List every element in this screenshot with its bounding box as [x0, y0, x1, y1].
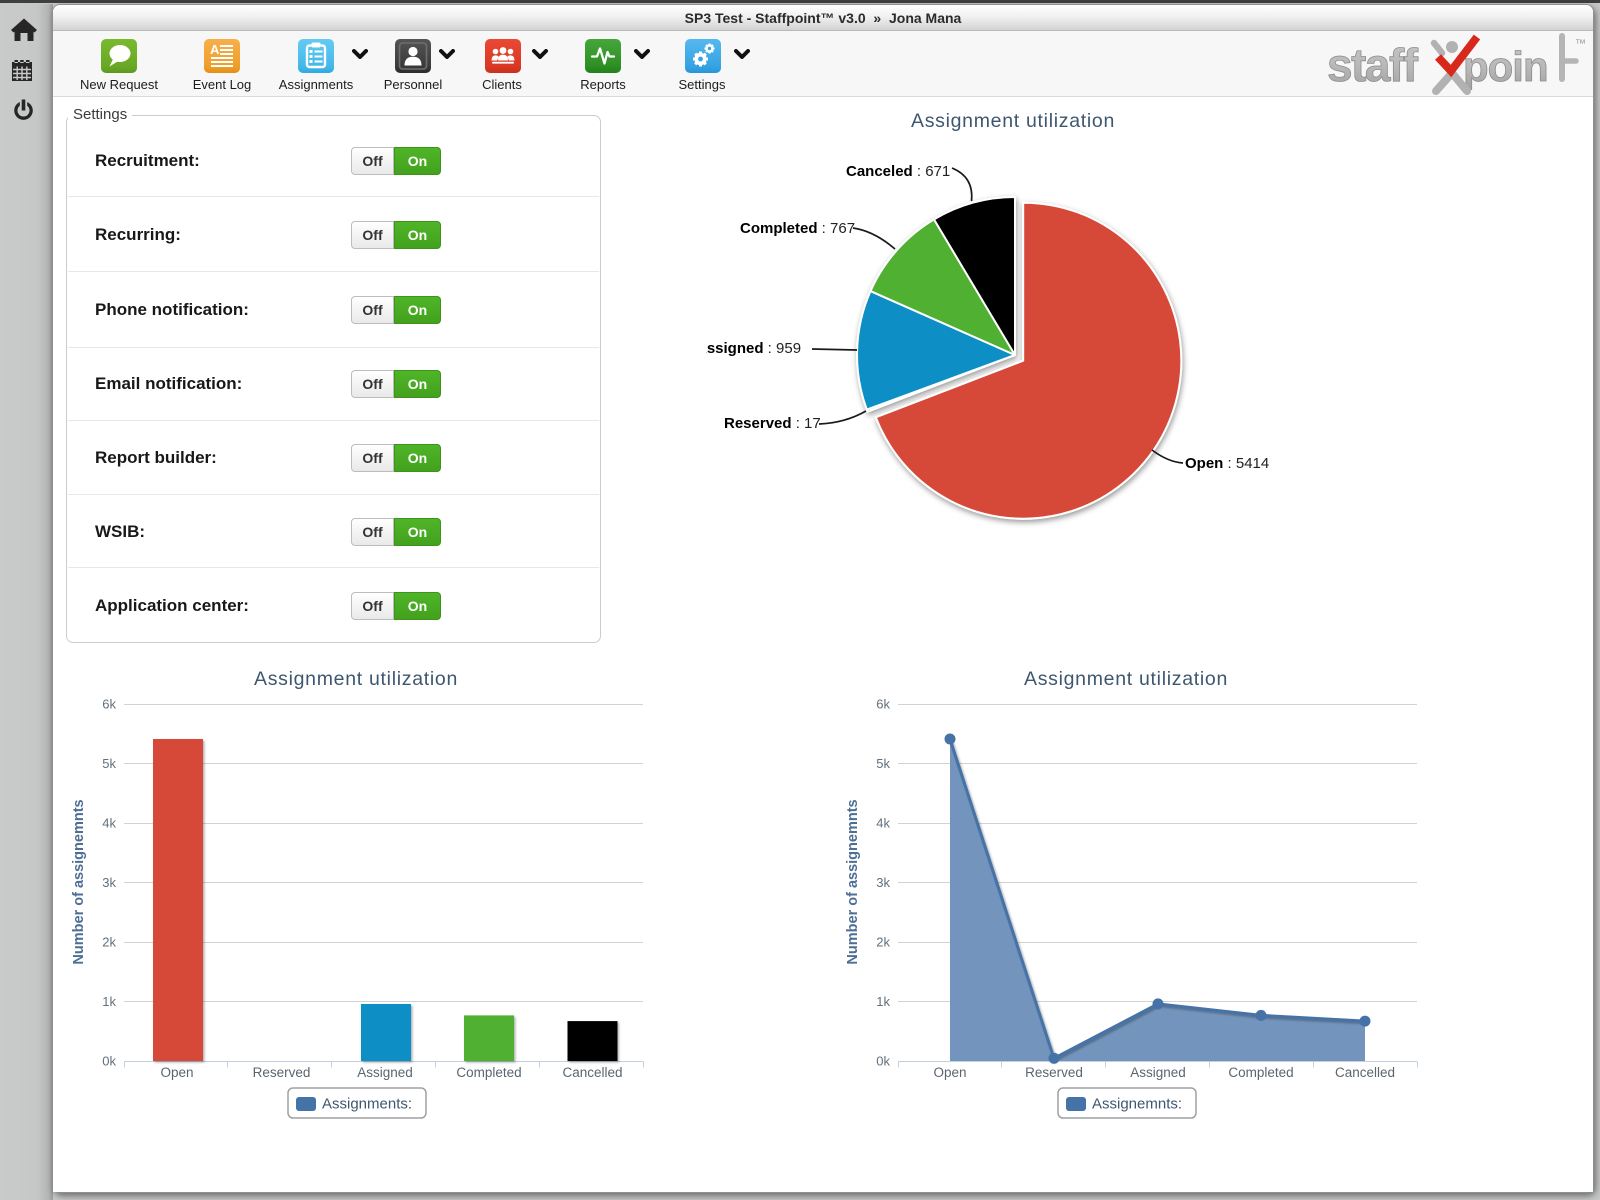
- svg-text:™: ™: [1575, 38, 1585, 50]
- svg-text:poin: poin: [1463, 43, 1548, 90]
- svg-text:staff: staff: [1327, 39, 1419, 91]
- svg-text:A: A: [210, 42, 220, 57]
